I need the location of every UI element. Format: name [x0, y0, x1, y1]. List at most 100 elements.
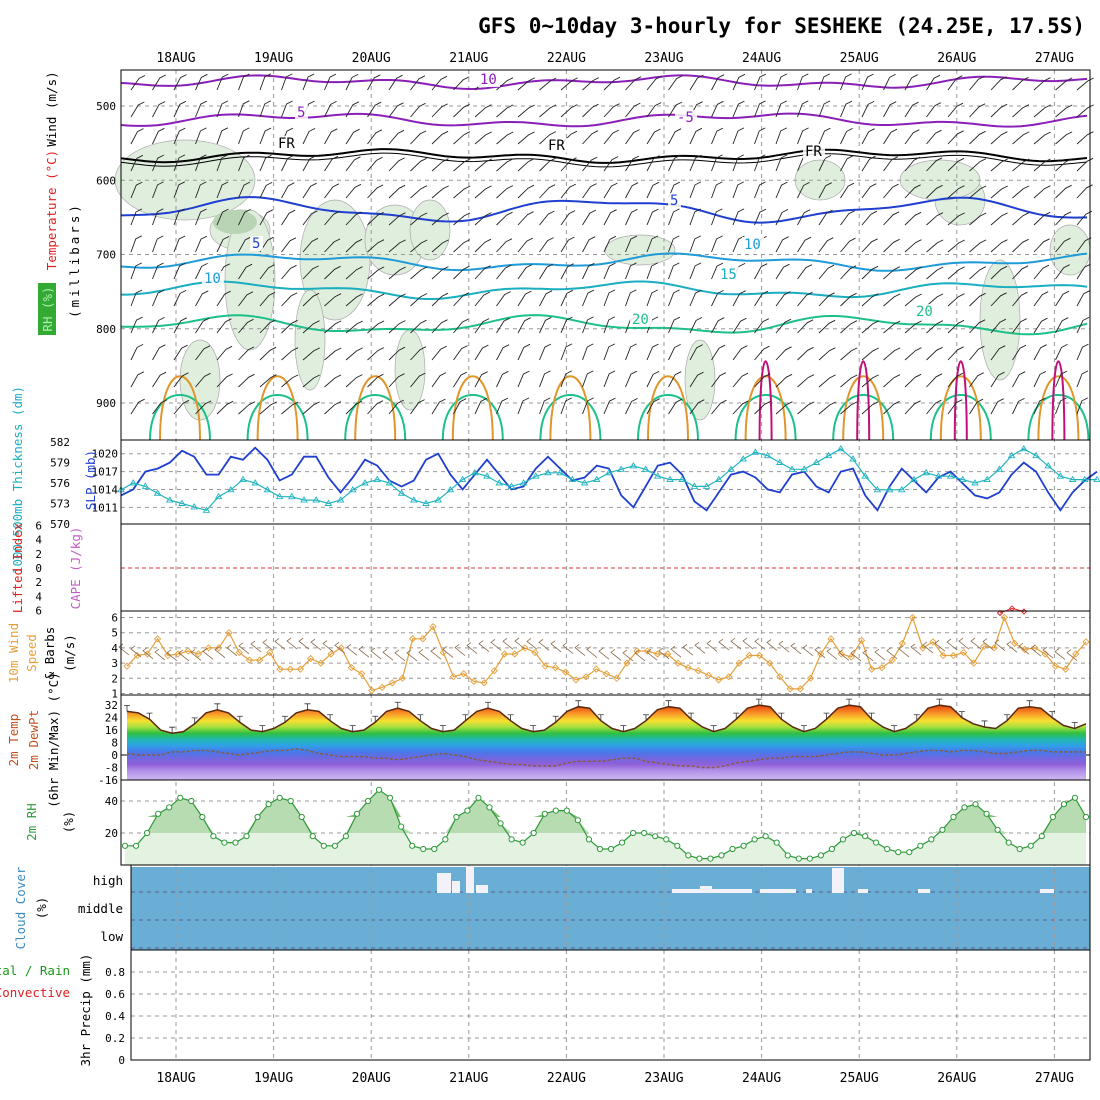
wind-barb [926, 399, 942, 415]
wind10-barb [754, 638, 766, 650]
rh-point [828, 845, 836, 853]
wind-barb [1055, 131, 1073, 145]
wind-barb [1033, 104, 1051, 118]
wind-barb [947, 319, 965, 334]
wind-barb [130, 208, 143, 226]
wind-barb [324, 73, 337, 91]
wind-barb [324, 238, 341, 253]
wind-barb [818, 292, 835, 307]
thickness-tick: 576 [50, 477, 70, 490]
wind-barb [152, 235, 164, 253]
upper-pressure-tick: 900 [96, 397, 116, 410]
wind10-barb [766, 639, 778, 651]
upper-axis-label: Temperature (°C) [44, 150, 59, 270]
wind-barb [582, 130, 599, 145]
rh-point [254, 813, 261, 821]
wind10-point [715, 676, 723, 684]
slp-tick: 1014 [92, 483, 119, 496]
thickness-point [824, 451, 833, 459]
wind-barb [775, 208, 789, 226]
thickness-point [166, 496, 174, 503]
temp-axis-label: 2m Temp [6, 714, 21, 767]
wind-barb [775, 401, 793, 415]
rh-point [1038, 833, 1045, 840]
li-tick: 6 [35, 605, 42, 618]
li-tick: 6 [35, 519, 42, 532]
wind-barb [861, 347, 879, 361]
wind-barb [861, 238, 878, 253]
wind10-point [674, 659, 682, 667]
wind-barb [410, 399, 425, 415]
wind10-barb [922, 641, 934, 654]
thickness-point [324, 499, 333, 506]
wind-barb [453, 212, 471, 226]
upper-pressure-tick: 700 [96, 249, 116, 262]
wind-barb [1076, 157, 1094, 172]
contour-label-bg [803, 144, 825, 159]
rh-legend-swatch [38, 283, 56, 335]
surface-temp-contour [549, 375, 592, 441]
wind10-point [766, 659, 774, 667]
thickness-point [641, 465, 650, 472]
wind-barb [474, 131, 492, 145]
wind-barb [216, 345, 233, 361]
wind-barb [947, 239, 965, 253]
wind-barb [453, 158, 471, 172]
contour-label-bg [250, 236, 263, 251]
wind-barb [216, 181, 229, 199]
temp-minmax [417, 714, 424, 721]
surface-temp-contour [159, 375, 201, 441]
wind10-barb [586, 646, 598, 658]
temp-minmax [439, 725, 446, 732]
wind-barb [904, 320, 922, 334]
wind-barb [539, 370, 551, 388]
wind-barb [797, 346, 814, 361]
wind-barb [302, 73, 315, 91]
wind-barb [130, 75, 146, 91]
cloud-gap [476, 885, 488, 893]
wind10-barb [958, 637, 970, 650]
wind-barb [1033, 344, 1047, 361]
rh-point [939, 826, 946, 833]
wind10-barb [778, 640, 790, 653]
wind-barb [453, 345, 468, 361]
rh-point [729, 845, 736, 853]
wind-tick: 3 [111, 657, 118, 670]
rh-point [320, 842, 327, 849]
wind-barb [689, 181, 702, 199]
wind-barb [818, 374, 836, 388]
wind10-barb [346, 643, 358, 656]
slp-tick: 1017 [92, 466, 119, 479]
wind-barb [711, 344, 726, 361]
wind-barb [539, 263, 554, 280]
wind-barb [152, 262, 164, 280]
wind10-barb [430, 647, 442, 660]
wind-barb [582, 156, 598, 172]
wind-barb [883, 183, 899, 199]
wind10-point [1000, 613, 1009, 622]
wind-barb [130, 181, 143, 199]
wind10-point [541, 662, 549, 670]
wind-barb [474, 212, 492, 226]
wind-barb [689, 316, 703, 334]
wind-barb [990, 371, 1005, 388]
wind10-barb [790, 642, 802, 655]
rh-point [132, 842, 140, 849]
wind10-point [460, 670, 468, 678]
wind-barb [431, 292, 449, 307]
temp-area [127, 705, 1086, 780]
wind-barb [990, 398, 1004, 415]
wind-barb [152, 127, 165, 145]
wind10-barb [814, 646, 826, 659]
slp-axis-label: 1000-500mb Thickness (dm) [10, 386, 25, 574]
rh-point [685, 852, 692, 859]
wind10-point [255, 656, 264, 664]
li-tick: 4 [35, 534, 42, 547]
thickness-point [946, 472, 955, 479]
cloud-gap [806, 889, 812, 893]
surface-temp-contour [758, 360, 773, 441]
wind10-point [153, 635, 162, 643]
wind-barb [216, 235, 230, 253]
wind-barb [861, 401, 879, 415]
